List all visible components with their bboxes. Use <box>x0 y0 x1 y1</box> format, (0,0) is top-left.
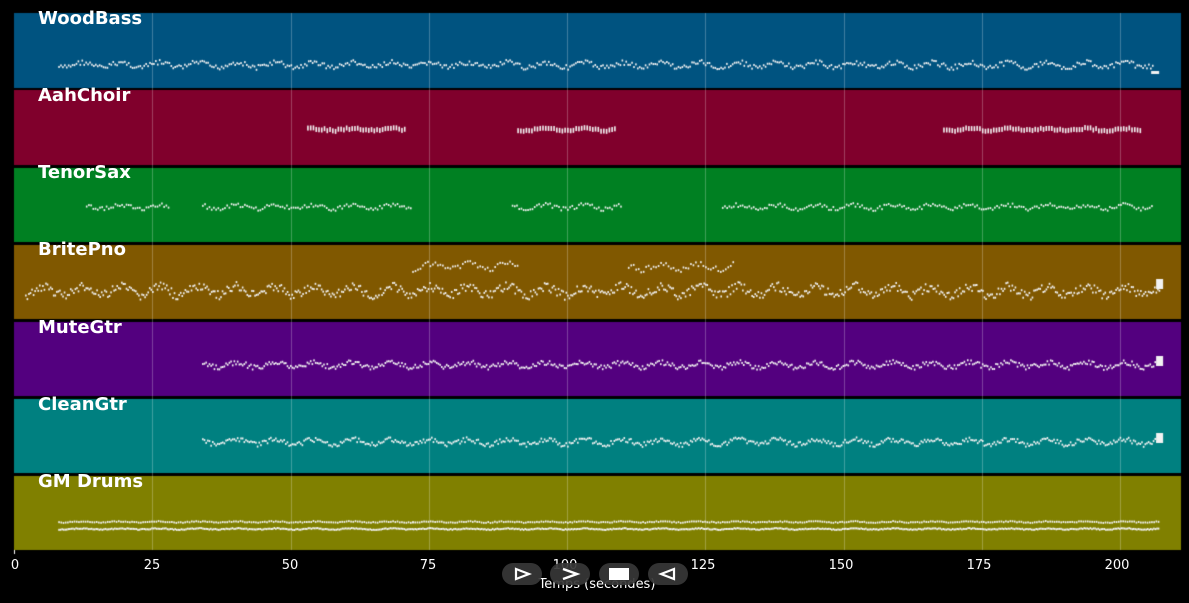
chevron-right-icon <box>562 567 581 581</box>
track-label-tenorsax: TenorSax <box>38 162 131 183</box>
track-label-gm-drums: GM Drums <box>38 471 144 492</box>
play-outline-icon <box>514 567 532 581</box>
x-tick-125: 125 <box>690 558 716 573</box>
x-tick-50: 50 <box>281 558 299 573</box>
x-tick-200: 200 <box>1104 558 1130 573</box>
rewind-button[interactable] <box>648 563 688 585</box>
stop-square-icon <box>609 568 629 580</box>
stop-button[interactable] <box>599 563 639 585</box>
x-tick-75: 75 <box>419 558 437 573</box>
x-tick-0: 0 <box>10 558 20 573</box>
track-label-mutegtr: MuteGtr <box>38 317 122 338</box>
track-label-aahchoir: AahChoir <box>38 85 131 106</box>
x-tick-25: 25 <box>143 558 161 573</box>
play-reverse-icon <box>658 567 676 581</box>
track-label-cleangtr: CleanGtr <box>38 394 127 415</box>
x-tick-175: 175 <box>966 558 992 573</box>
next-button[interactable] <box>550 563 590 585</box>
track-label-woodbass: WoodBass <box>38 8 143 29</box>
playback-controls <box>502 563 688 585</box>
play-forward-button[interactable] <box>502 563 542 585</box>
track-label-britepno: BritePno <box>38 239 126 260</box>
x-tick-150: 150 <box>828 558 854 573</box>
